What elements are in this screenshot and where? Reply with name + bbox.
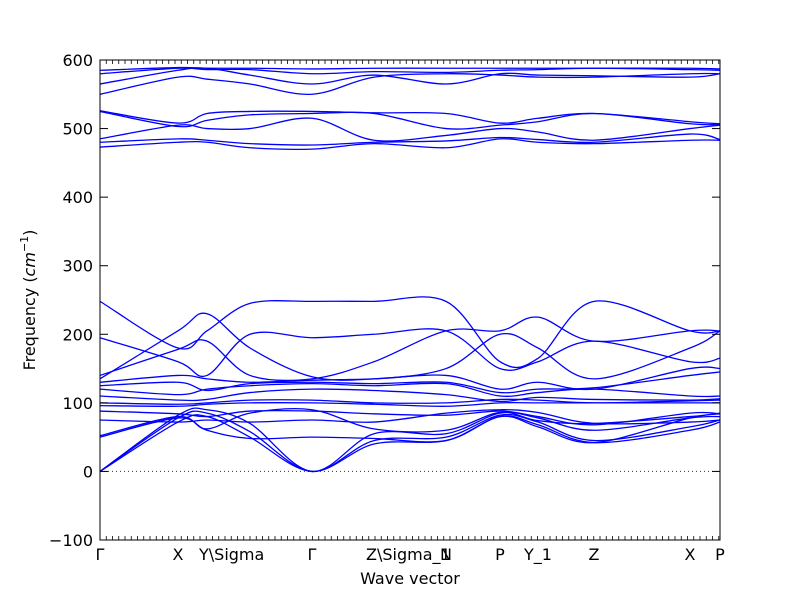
phonon-branch-20 xyxy=(99,117,721,142)
axes-frame xyxy=(99,59,721,541)
phonon-branch-5 xyxy=(99,408,721,437)
x-tick-label: Z xyxy=(589,545,600,564)
x-tick-label: X xyxy=(173,545,184,564)
y-axis-label: Frequency (cm−1) xyxy=(18,230,39,371)
phonon-branch-10 xyxy=(99,388,721,403)
plot-lines xyxy=(99,66,721,473)
phonon-branch-26 xyxy=(99,66,721,71)
phonon-branch-22 xyxy=(99,110,721,125)
x-axis-label: Wave vector xyxy=(360,569,460,588)
phonon-branch-19 xyxy=(99,133,721,146)
x-tick-label: Γ xyxy=(308,545,317,564)
y-axis-ticks: −100 0 100 200 300 400 500 600 xyxy=(49,51,720,550)
y-tick-label: 200 xyxy=(62,325,93,344)
x-tick-label: X xyxy=(685,545,696,564)
y-axis-label-main: Frequency ( xyxy=(20,276,39,370)
phonon-branch-14 xyxy=(99,312,721,381)
y-tick-label: 500 xyxy=(62,120,93,139)
phonon-branch-18 xyxy=(99,138,721,151)
x-tick-label: P xyxy=(715,545,725,564)
y-tick-label: 300 xyxy=(62,257,93,276)
x-axis-ticks: Γ X Y\Sigma Γ Z\Sigma_1N P Y_1 Z X P xyxy=(96,60,725,565)
phonon-branch-15 xyxy=(99,316,721,382)
x-tick-label: Z\Sigma_1 xyxy=(366,545,451,565)
y-axis-label-symbol: cm xyxy=(20,252,39,276)
y-tick-label: 400 xyxy=(62,188,93,207)
y-tick-label: 100 xyxy=(62,394,93,413)
y-axis-label-close: ) xyxy=(20,230,39,236)
x-tick-label: P xyxy=(495,545,505,564)
phonon-branch-1 xyxy=(99,414,721,473)
x-tick-label: Γ xyxy=(96,545,105,564)
phonon-branch-17 xyxy=(99,296,721,369)
phonon-branch-16 xyxy=(99,328,721,378)
x-tick-label: N xyxy=(440,545,452,564)
phonon-branch-9 xyxy=(99,398,721,405)
y-tick-label: 0 xyxy=(83,462,93,481)
y-axis-label-exponent: −1 xyxy=(18,236,31,252)
phonon-branch-7 xyxy=(99,409,721,426)
y-tick-label: −100 xyxy=(49,531,93,550)
x-tick-label: Y\Sigma xyxy=(198,545,264,564)
y-tick-label: 600 xyxy=(62,51,93,70)
x-tick-label: Y_1 xyxy=(523,545,552,565)
